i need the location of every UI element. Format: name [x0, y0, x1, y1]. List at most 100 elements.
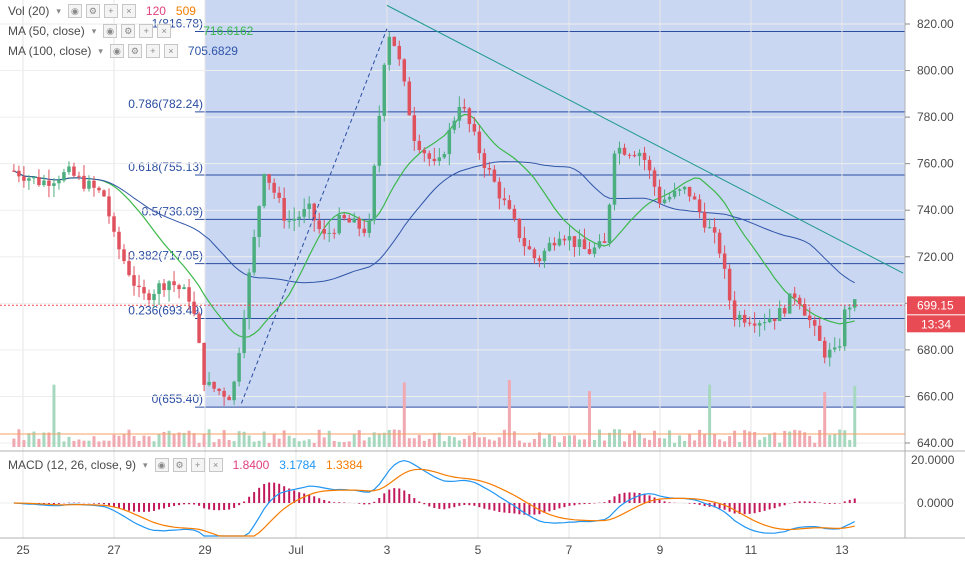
volume-bar: [72, 441, 75, 447]
volume-bar: [253, 442, 256, 447]
candle-body: [122, 249, 126, 261]
candle-body: [758, 323, 762, 326]
candle-body: [623, 148, 627, 155]
volume-bar: [773, 432, 776, 447]
macd-histogram-bar: [268, 483, 270, 503]
volume-bar: [638, 433, 641, 447]
collapse-caret-icon[interactable]: ▾: [92, 26, 97, 37]
volume-bar: [633, 431, 636, 447]
candle-body: [633, 155, 637, 156]
volume-bar: [27, 433, 30, 447]
macd-histogram-bar: [583, 503, 585, 504]
volume-bar: [763, 437, 766, 447]
volume-bar: [718, 439, 721, 447]
candle-body: [373, 166, 377, 221]
volume-bar: [418, 435, 421, 447]
macd-histogram-bar: [158, 503, 160, 509]
add-icon[interactable]: +: [139, 24, 153, 38]
collapse-caret-icon[interactable]: ▾: [98, 46, 103, 57]
macd-histogram-bar: [533, 503, 535, 515]
settings-icon[interactable]: ⚙: [128, 44, 142, 58]
macd-histogram-bar: [388, 490, 390, 503]
remove-icon[interactable]: ×: [157, 24, 171, 38]
candle-body: [97, 188, 101, 191]
collapse-caret-icon[interactable]: ▾: [56, 6, 61, 17]
eye-icon[interactable]: ◉: [68, 4, 82, 18]
settings-icon[interactable]: ⚙: [173, 458, 187, 472]
volume-bar: [523, 443, 526, 447]
macd-histogram-bar: [754, 503, 756, 513]
add-icon[interactable]: +: [104, 4, 118, 18]
settings-icon[interactable]: ⚙: [121, 24, 135, 38]
volume-bar: [798, 431, 801, 447]
macd-histogram-bar: [308, 494, 310, 503]
candle-body: [12, 171, 16, 172]
volume-bar: [128, 430, 131, 447]
volume-bar: [42, 432, 45, 447]
volume-bar: [22, 440, 25, 447]
volume-bar: [733, 431, 736, 447]
volume-bar: [573, 435, 576, 447]
macd-histogram-bar: [183, 503, 185, 504]
macd-histogram-bar: [694, 503, 696, 504]
candle-body: [583, 239, 587, 249]
volume-bar: [258, 441, 261, 447]
volume-bar: [813, 443, 816, 447]
macd-histogram-bar: [313, 496, 315, 503]
volume-bar: [853, 386, 856, 447]
candle-body: [17, 171, 21, 177]
eye-icon[interactable]: ◉: [103, 24, 117, 38]
macd-histogram-bar: [53, 503, 55, 504]
macd-legend-label: MACD (12, 26, close, 9): [8, 458, 136, 472]
candle-body: [563, 239, 567, 241]
candle-body: [317, 220, 321, 229]
volume-bar: [363, 440, 366, 447]
remove-icon[interactable]: ×: [122, 4, 136, 18]
volume-bar: [158, 434, 161, 447]
candle-body: [508, 200, 512, 209]
macd-histogram-bar: [368, 503, 370, 504]
collapse-caret-icon[interactable]: ▾: [143, 460, 148, 471]
remove-icon[interactable]: ×: [209, 458, 223, 472]
volume-bar: [343, 442, 346, 447]
volume-bar: [193, 433, 196, 447]
candle-body: [287, 221, 291, 222]
eye-icon[interactable]: ◉: [110, 44, 124, 58]
candle-body: [32, 177, 36, 178]
macd-histogram-bar: [273, 483, 275, 503]
macd-histogram-bar: [433, 503, 435, 508]
eye-icon[interactable]: ◉: [155, 458, 169, 472]
volume-bar: [448, 436, 451, 447]
macd-histogram-bar: [93, 503, 95, 504]
volume-bar: [838, 430, 841, 447]
volume-bar: [588, 391, 591, 447]
candle-body: [458, 107, 462, 121]
volume-bar: [188, 431, 191, 447]
price-tick-label: 800.00: [917, 64, 954, 78]
candle-body: [828, 350, 832, 358]
volume-bar: [308, 439, 311, 447]
candle-body: [363, 229, 367, 233]
candle-body: [277, 193, 281, 198]
add-icon[interactable]: +: [191, 458, 205, 472]
settings-icon[interactable]: ⚙: [86, 4, 100, 18]
macd-histogram-bar: [538, 503, 540, 514]
volume-bar: [688, 434, 691, 447]
macd-histogram-bar: [548, 503, 550, 511]
macd-histogram-bar: [143, 503, 145, 512]
add-icon[interactable]: +: [146, 44, 160, 58]
volume-bar: [668, 430, 671, 447]
candle-body: [157, 283, 161, 294]
volume-bar: [318, 430, 321, 447]
volume-bar: [273, 434, 276, 447]
candle-body: [468, 108, 472, 124]
price-tick-label: 660.00: [917, 389, 954, 403]
macd-value-1: 1.8400: [233, 458, 270, 472]
macd-histogram-bar: [498, 503, 500, 512]
candle-body: [57, 181, 61, 184]
macd-histogram-bar: [488, 503, 490, 510]
candle-body: [713, 227, 717, 232]
remove-icon[interactable]: ×: [164, 44, 178, 58]
candle-body: [638, 153, 642, 156]
